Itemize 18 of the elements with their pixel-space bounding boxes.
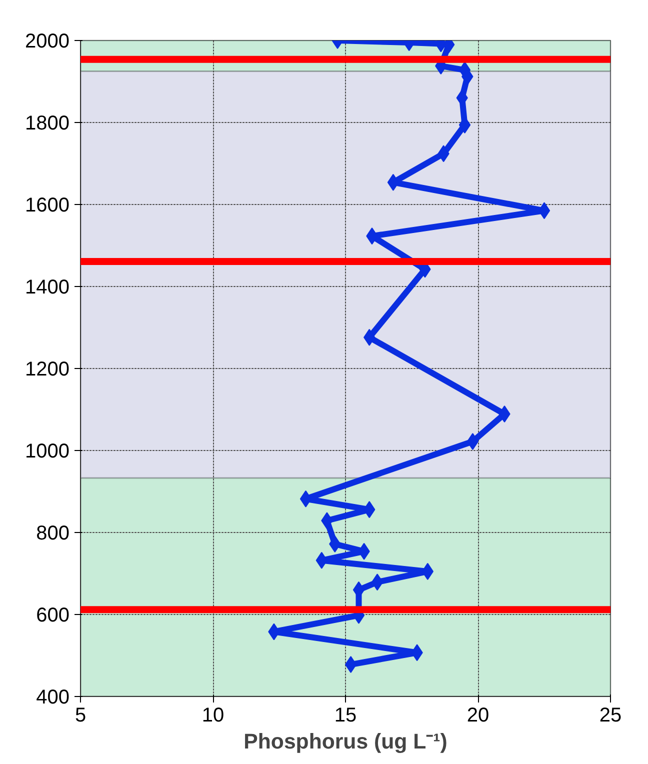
x-tick-label: 25 — [599, 704, 622, 726]
point — [371, 574, 384, 591]
y-tick-label: 2000 — [25, 30, 70, 52]
y-tick-label: 800 — [36, 522, 70, 544]
x-tick-label: 20 — [466, 704, 490, 726]
y-tick-label: 600 — [36, 604, 70, 626]
y-tick-label: 1200 — [25, 358, 70, 380]
point — [466, 432, 479, 450]
y-tick-label: 1000 — [25, 440, 70, 462]
x-tick-label: 15 — [334, 704, 357, 726]
x-axis-title: Phosphorus (ug L⁻¹) — [244, 730, 448, 754]
x-tick-label: 5 — [74, 704, 86, 726]
y-tick-label: 1400 — [25, 276, 70, 298]
y-tick-label: 400 — [36, 686, 70, 708]
y-tick-label: 1600 — [25, 194, 70, 216]
point — [344, 656, 357, 674]
x-tick-label: 10 — [202, 704, 224, 726]
y-tick-label: 1800 — [25, 112, 70, 134]
